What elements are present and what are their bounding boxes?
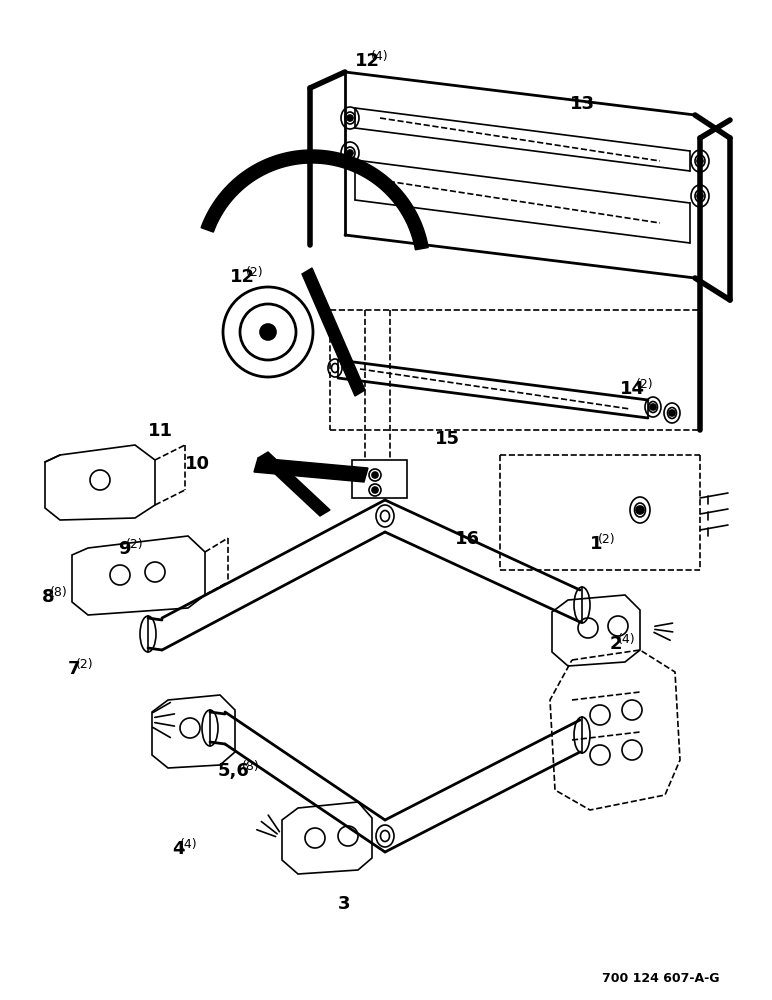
Circle shape — [650, 404, 656, 410]
Circle shape — [347, 115, 353, 121]
Text: 8: 8 — [42, 588, 55, 606]
Text: 7: 7 — [68, 660, 80, 678]
Bar — [352, 460, 407, 498]
Circle shape — [697, 158, 703, 164]
Polygon shape — [302, 268, 365, 396]
Polygon shape — [254, 458, 368, 482]
Text: (2): (2) — [636, 378, 654, 391]
Text: 12: 12 — [230, 268, 255, 286]
Text: 11: 11 — [148, 422, 173, 440]
Circle shape — [372, 472, 378, 478]
Text: 15: 15 — [435, 430, 460, 448]
Polygon shape — [201, 150, 428, 250]
Circle shape — [260, 324, 276, 340]
Text: (2): (2) — [598, 533, 615, 546]
Text: 14: 14 — [620, 380, 645, 398]
Text: (8): (8) — [50, 586, 68, 599]
Circle shape — [669, 410, 675, 416]
Text: 9: 9 — [118, 540, 130, 558]
Text: 1: 1 — [590, 535, 602, 553]
Circle shape — [347, 150, 353, 156]
Text: (2): (2) — [126, 538, 144, 551]
Text: (4): (4) — [371, 50, 388, 63]
Text: 4: 4 — [172, 840, 185, 858]
Text: 12: 12 — [355, 52, 380, 70]
Text: 16: 16 — [455, 530, 480, 548]
Text: (2): (2) — [76, 658, 93, 671]
Circle shape — [636, 506, 644, 514]
Text: 5,6: 5,6 — [218, 762, 250, 780]
Text: (8): (8) — [242, 760, 259, 773]
Text: (4): (4) — [180, 838, 198, 851]
Text: (2): (2) — [246, 266, 263, 279]
Circle shape — [372, 487, 378, 493]
Text: (4): (4) — [618, 633, 635, 646]
Text: 2: 2 — [610, 635, 622, 653]
Text: 10: 10 — [185, 455, 210, 473]
Polygon shape — [258, 452, 330, 516]
Text: 700 124 607-A-G: 700 124 607-A-G — [602, 972, 720, 985]
Circle shape — [697, 193, 703, 199]
Text: 13: 13 — [570, 95, 595, 113]
Text: 3: 3 — [338, 895, 350, 913]
